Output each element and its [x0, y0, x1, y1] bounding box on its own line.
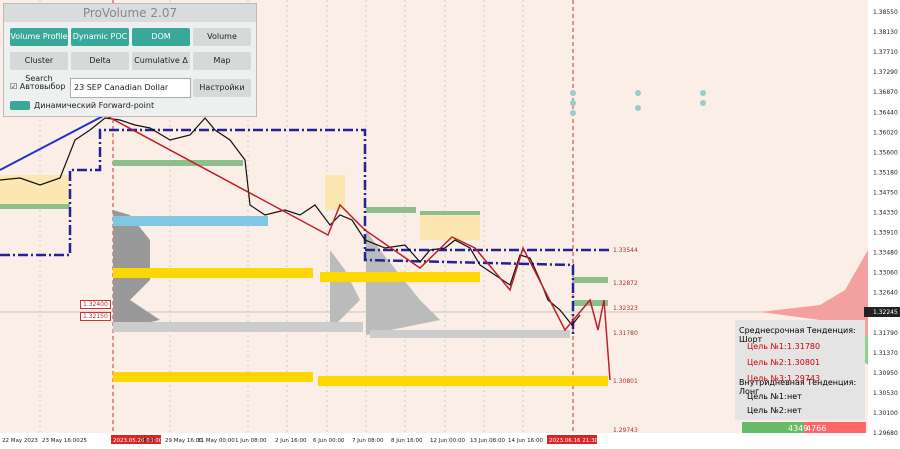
panel-button[interactable]: Map	[193, 52, 251, 70]
time-label: 2023.05.26 03:00	[113, 438, 163, 444]
price-label: 1.32640	[873, 290, 898, 297]
level-label: 1.30801	[613, 378, 638, 385]
panel-button[interactable]: Volume	[193, 28, 251, 46]
panel-button[interactable]: DOM	[132, 28, 190, 46]
price-label: 1.35180	[873, 169, 898, 176]
price-label: 1.30100	[873, 410, 898, 417]
time-label: 7 Jun 08:00	[352, 438, 384, 444]
time-label: 23 May 16:00	[42, 438, 80, 444]
price-label: 1.36020	[873, 129, 898, 136]
time-label: 08:00	[140, 438, 156, 444]
price-label: 1.38550	[873, 9, 898, 16]
time-label: 13 Jun 08:00	[470, 438, 505, 444]
time-label: 25	[80, 438, 87, 444]
price-line	[0, 117, 581, 326]
target-name: Цель №1:	[747, 342, 787, 351]
level-label: 1.33544	[613, 247, 638, 254]
trend-channels	[0, 128, 610, 335]
time-label: 2023.06.16 21:30	[549, 438, 599, 444]
time-highlight	[547, 435, 597, 444]
balance-value: 4349	[788, 424, 809, 433]
target-name: Цель №3:	[747, 374, 787, 383]
price-label: 1.37290	[873, 69, 898, 76]
time-label: 12 Jun 00:00	[430, 438, 465, 444]
panel-button[interactable]: Dynamic POC	[71, 28, 129, 46]
price-label: 1.34750	[873, 189, 898, 196]
time-label: 29 May 16:00	[165, 438, 203, 444]
price-label: 1.33910	[873, 230, 898, 237]
trend-info-box: Среднесрочная Тенденция: Шорт Внутриднев…	[735, 320, 865, 420]
time-label: 31 May 00:00	[197, 438, 235, 444]
intraday-trend: Внутридневная Тенденция: Лонг	[739, 378, 857, 396]
balance-bar-long	[742, 422, 804, 433]
current-price-box	[864, 307, 900, 317]
wave-line	[104, 114, 611, 381]
time-axis-bg	[0, 433, 868, 449]
panel-button[interactable]: Cumulative Δ	[132, 52, 190, 70]
price-label: 1.37710	[873, 49, 898, 56]
target-value: 1.30801	[787, 358, 821, 367]
balance-value: 4766	[806, 424, 827, 433]
gold-zones	[0, 160, 608, 386]
time-label: 6 Jun 00:00	[313, 438, 345, 444]
panel-button[interactable]: Volume Profile	[10, 28, 68, 46]
target-name: Цель №2:	[747, 358, 787, 367]
instrument-select[interactable]: 23 SEP Canadian Dollar	[70, 78, 191, 98]
checkbox-label: Автовыбор	[20, 82, 66, 91]
level-label: 1.29743	[613, 427, 638, 434]
price-label: 1.35600	[873, 149, 898, 156]
target-value: нет	[787, 392, 802, 401]
target-name: Цель №2:	[747, 406, 787, 415]
price-label: 1.31790	[873, 330, 898, 337]
time-label: 22 May 2023	[2, 438, 38, 444]
settings-button[interactable]: Настройки	[193, 79, 251, 97]
price-label: 1.32220	[873, 310, 898, 317]
time-label: 8 Jun 16:00	[391, 438, 423, 444]
target-value: нет	[787, 406, 802, 415]
target-name: Цель №1:	[747, 392, 787, 401]
price-label: 1.36440	[873, 109, 898, 116]
price-axis-bg	[868, 0, 900, 449]
time-highlight	[111, 435, 161, 444]
time-label: 1 Jun 08:00	[235, 438, 267, 444]
marker-dots	[570, 90, 706, 116]
level-label: 1.32323	[613, 305, 638, 312]
price-label: 1.38130	[873, 29, 898, 36]
axis-labels: 1.38550 1.38130 1.37710 1.37290 1.36870 1.364…	[2, 9, 898, 444]
price-label: 1.34330	[873, 210, 898, 217]
target-value: 1.29743	[787, 374, 821, 383]
price-label: 1.29680	[873, 430, 898, 437]
auto-select-checkbox[interactable]: ☑ Автовыбор	[10, 82, 65, 91]
price-label: 1.36870	[873, 89, 898, 96]
level-label: 1.32150	[80, 312, 111, 321]
time-label: 14 Jun 16:00	[508, 438, 543, 444]
panel-button[interactable]: Delta	[71, 52, 129, 70]
provolume-panel: ProVolume 2.07 ☑ Автовыбор 23 SEP Canadi…	[3, 3, 257, 117]
level-label: 1.32400	[80, 300, 111, 309]
price-label: 1.33060	[873, 270, 898, 277]
current-price: 1.32245	[873, 309, 898, 316]
forward-label: Динамический Forward-point	[34, 101, 155, 110]
price-label: 1.31370	[873, 350, 898, 357]
time-label: 2 Jun 16:00	[275, 438, 307, 444]
level-label: 1.31780	[613, 330, 638, 337]
level-label: 1.32872	[613, 280, 638, 287]
forward-toggle[interactable]	[10, 101, 30, 110]
panel-button[interactable]: Cluster Search	[10, 52, 68, 83]
price-label: 1.30530	[873, 390, 898, 397]
trend-line	[0, 114, 106, 171]
medium-trend: Среднесрочная Тенденция: Шорт	[739, 326, 856, 344]
price-label: 1.33480	[873, 250, 898, 257]
target-value: 1.31780	[787, 342, 821, 351]
panel-title: ProVolume 2.07	[4, 4, 256, 22]
price-label: 1.30950	[873, 370, 898, 377]
